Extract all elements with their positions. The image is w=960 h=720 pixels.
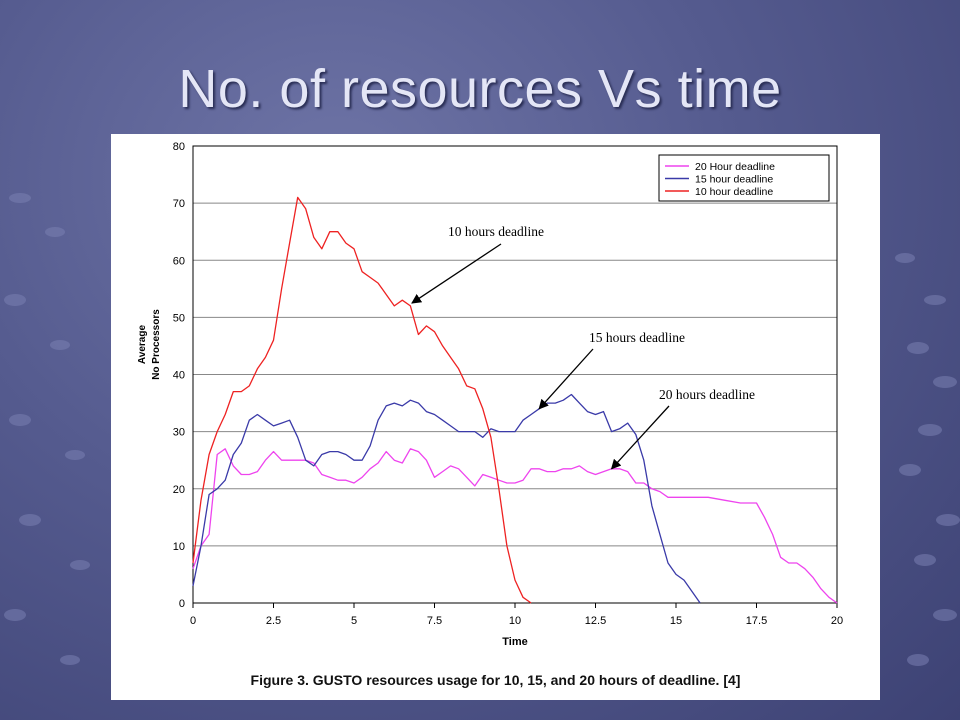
y-tick-label: 60 [173, 255, 185, 267]
y-tick-label: 0 [179, 598, 185, 610]
x-tick-label: 20 [831, 615, 843, 627]
y-tick-label: 40 [173, 370, 185, 382]
y-tick-label: 70 [173, 198, 185, 210]
annotation-arrow [411, 243, 502, 304]
x-tick-label: 7.5 [427, 615, 442, 627]
y-tick-label: 30 [173, 427, 185, 439]
annotation-label: 20 hours deadline [659, 387, 755, 402]
y-axis-label-line2: No Processors [151, 309, 162, 380]
y-tick-label: 20 [173, 484, 185, 496]
x-tick-label: 15 [670, 615, 682, 627]
x-tick-label: 10 [509, 615, 521, 627]
x-axis-label: Time [502, 636, 527, 648]
annotation-arrow [610, 405, 670, 470]
legend-label: 10 hour deadline [695, 186, 773, 198]
legend-label: 15 hour deadline [695, 174, 773, 186]
figure-caption: Figure 3. GUSTO resources usage for 10, … [250, 672, 741, 688]
annotation-label: 10 hours deadline [448, 224, 544, 239]
series-line [192, 448, 838, 604]
line-chart: 0 10 20 30 40 50 60 70 80 0 2.5 5 7.5 10 12.5 15 17.5 20 T… [137, 141, 843, 648]
chart-figure: 0 10 20 30 40 50 60 70 80 0 2.5 5 7.5 10 12.5 15 17.5 20 T… [111, 134, 880, 700]
x-tick-label: 0 [190, 615, 196, 627]
y-tick-label: 50 [173, 312, 185, 324]
annotation-label: 15 hours deadline [589, 330, 685, 345]
x-tick-label: 2.5 [266, 615, 281, 627]
plot-area [192, 145, 838, 604]
x-tick-label: 5 [351, 615, 357, 627]
x-tick-label: 12.5 [585, 615, 606, 627]
y-tick-label: 80 [173, 141, 185, 153]
y-axis-label-line1: Average [137, 325, 148, 365]
series-line [192, 393, 701, 604]
slide-title: No. of resources Vs time [178, 59, 782, 119]
y-tick-label: 10 [173, 541, 185, 553]
annotation-arrow [538, 348, 594, 410]
legend-label: 20 Hour deadline [695, 161, 775, 173]
x-tick-label: 17.5 [746, 615, 767, 627]
series-line [192, 196, 532, 604]
